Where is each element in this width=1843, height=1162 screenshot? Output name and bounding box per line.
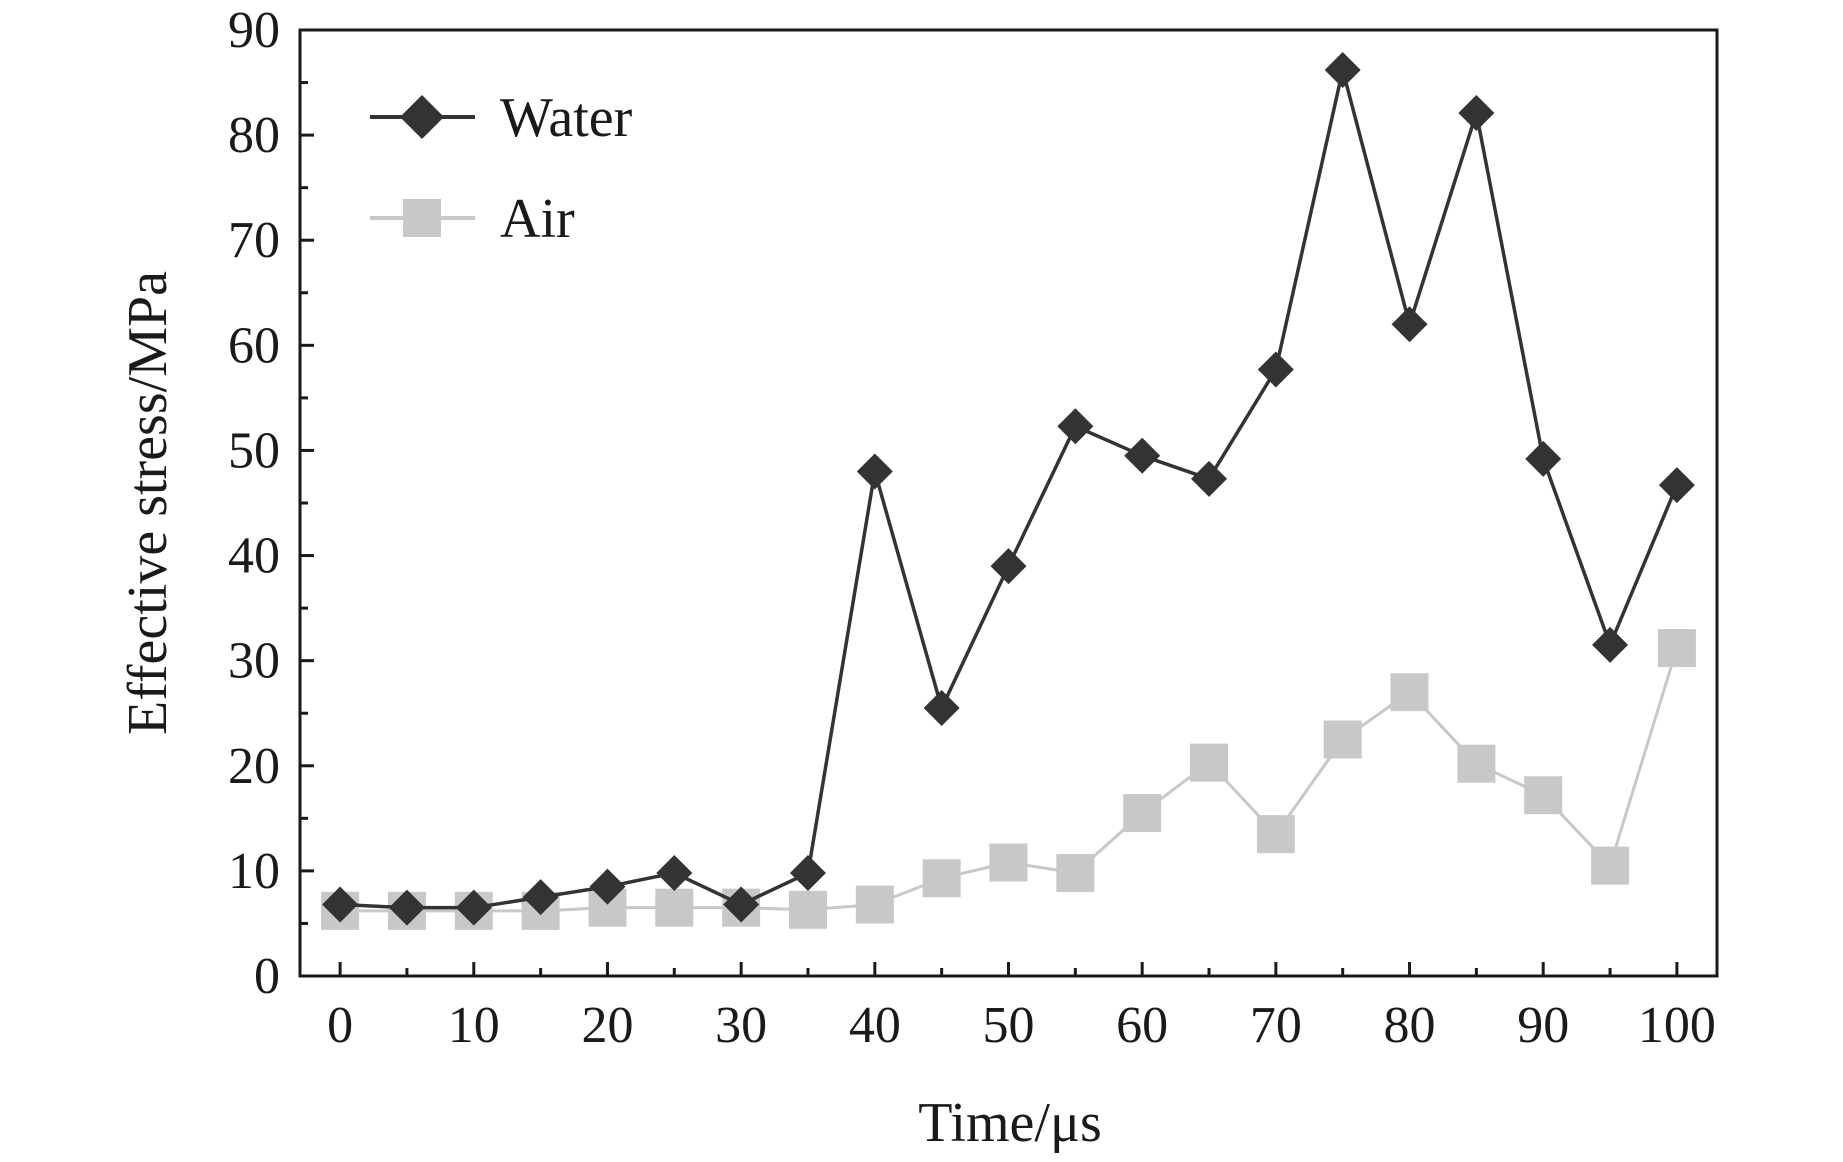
data-point-water: [990, 548, 1027, 585]
x-tick-label: 100: [1638, 997, 1716, 1054]
y-tick-label: 90: [228, 2, 280, 59]
data-point-water: [723, 886, 760, 923]
data-point-air: [1190, 743, 1229, 782]
data-point-water: [1324, 51, 1361, 88]
data-point-water: [789, 854, 826, 891]
x-axis-title: Time/μs: [918, 1092, 1102, 1154]
data-point-air: [1524, 776, 1563, 815]
data-point-air: [1657, 629, 1696, 668]
x-tick-label: 80: [1384, 997, 1436, 1054]
data-point-air: [1123, 794, 1162, 833]
data-point-air: [1323, 720, 1362, 759]
y-axis: 0 10 20 30 40 50 60 70 80 90: [228, 2, 314, 1005]
data-point-air: [922, 859, 961, 898]
data-point-water: [455, 889, 492, 926]
data-point-water: [322, 886, 359, 923]
data-point-water: [1658, 467, 1695, 504]
data-point-water: [1592, 626, 1629, 663]
y-tick-label: 50: [228, 422, 280, 479]
data-point-water: [1191, 460, 1228, 497]
data-point-water: [1458, 95, 1495, 132]
x-axis: 0 10 20 30 40 50 60 70 80 90 100: [327, 962, 1716, 1054]
data-point-water: [1525, 440, 1562, 477]
y-tick-label: 40: [228, 528, 280, 585]
x-tick-label: 30: [715, 997, 767, 1054]
data-point-water: [522, 879, 559, 916]
y-tick-label: 10: [228, 843, 280, 900]
y-tick-label: 20: [228, 738, 280, 795]
x-tick-label: 10: [448, 997, 500, 1054]
data-point-air: [855, 885, 894, 924]
x-tick-label: 50: [983, 997, 1035, 1054]
series-layer: [321, 51, 1696, 930]
series-air: [321, 629, 1696, 930]
x-tick-label: 20: [581, 997, 633, 1054]
plot-frame: [298, 28, 1719, 978]
y-tick-label: 30: [228, 633, 280, 690]
legend-marker-air: [403, 199, 441, 237]
legend-label-air: Air: [500, 188, 575, 250]
y-tick-label: 60: [228, 317, 280, 374]
data-point-air: [1256, 815, 1295, 854]
data-point-water: [1057, 408, 1094, 445]
data-point-air: [788, 890, 827, 929]
legend: Water Air: [370, 87, 633, 250]
x-tick-label: 40: [849, 997, 901, 1054]
data-point-air: [655, 888, 694, 927]
data-point-air: [989, 843, 1028, 882]
x-tick-label: 60: [1116, 997, 1168, 1054]
legend-label-water: Water: [500, 87, 633, 149]
data-point-air: [1390, 673, 1429, 712]
data-point-water: [1257, 351, 1294, 388]
data-point-air: [1457, 744, 1496, 783]
data-point-water: [923, 689, 960, 726]
data-point-air: [1056, 853, 1095, 892]
x-tick-label: 90: [1517, 997, 1569, 1054]
data-point-water: [1391, 306, 1428, 343]
y-tick-label: 0: [254, 948, 280, 1005]
data-point-water: [856, 453, 893, 490]
x-tick-label: 70: [1250, 997, 1302, 1054]
x-tick-label: 0: [327, 997, 353, 1054]
y-tick-label: 70: [228, 212, 280, 269]
data-point-water: [1124, 437, 1161, 474]
data-point-water: [656, 854, 693, 891]
y-axis-title: Effective stress/MPa: [117, 271, 179, 735]
data-point-air: [1591, 846, 1630, 885]
data-point-water: [388, 889, 425, 926]
data-point-water: [589, 868, 626, 905]
legend-marker-water: [400, 95, 444, 139]
series-water: [322, 51, 1695, 926]
y-tick-label: 80: [228, 107, 280, 164]
